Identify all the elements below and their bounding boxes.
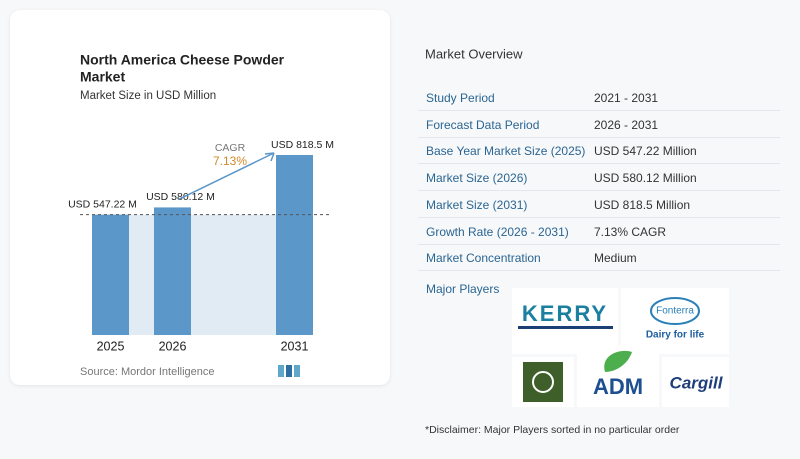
overview-value: USD 580.12 Million [594, 171, 697, 186]
overview-value: 7.13% CAGR [594, 224, 667, 239]
source: Source: Mordor Intelligence [80, 366, 215, 378]
player-logo: Cargill [670, 373, 724, 392]
player-logo: Dairy for life [646, 330, 705, 341]
overview-row: Study Period 2021 - 2031 [418, 84, 780, 111]
overview-value: 2026 - 2031 [594, 117, 659, 132]
overview-row: Market Size (2031) USD 818.5 Million [418, 191, 780, 218]
cagr-arrow [178, 152, 275, 201]
overview-title: Market Overview [425, 46, 523, 61]
overview-value: USD 547.22 Million [594, 144, 697, 159]
chart-title-2: Market [80, 69, 125, 85]
chart-subtitle: Market Size in USD Million [80, 90, 216, 102]
logo-underline [518, 326, 613, 329]
overview-row: Market Concentration Medium [418, 244, 780, 272]
overview-row: Base Year Market Size (2025) USD 547.22 M… [418, 137, 780, 165]
overview-label: Forecast Data Period [426, 117, 540, 132]
overview-label: Base Year Market Size (2025) [426, 144, 586, 159]
overview-label: Market Size (2031) [426, 197, 528, 212]
x-tick-label: 2031 [281, 339, 309, 353]
logo-shape [523, 362, 563, 402]
player-logo: ADM [593, 374, 643, 399]
disclaimer: *Disclaimer: Major Players sorted in no … [425, 424, 680, 436]
source-logo [278, 365, 300, 377]
bar [92, 214, 129, 335]
bar [154, 207, 191, 335]
value-label: USD 580.12 M [146, 191, 215, 203]
value-label: USD 547.22 M [68, 198, 137, 210]
chart-title-1: North America Cheese Powder [80, 52, 285, 68]
overview-label: Study Period [426, 91, 495, 105]
bar [276, 155, 313, 335]
overview-value: 2021 - 2031 [594, 91, 659, 105]
logo-shape [650, 297, 700, 325]
overview-value: Medium [594, 251, 637, 266]
logo-box [662, 357, 729, 407]
value-label: USD 818.5 M [271, 139, 334, 151]
shaded-region [129, 214, 276, 335]
overview-row: Growth Rate (2026 - 2031) 7.13% CAGR [418, 218, 780, 245]
cagr-label: CAGR [215, 142, 246, 154]
overview-row: Market Size (2026) USD 580.12 Million [418, 164, 780, 192]
player-logo: Fonterra [656, 306, 694, 317]
logo-box [512, 288, 618, 354]
overview-value: USD 818.5 Million [594, 197, 691, 212]
x-tick-label: 2025 [97, 339, 125, 353]
logo-shape [532, 371, 554, 393]
overview-row: Forecast Data Period 2026 - 2031 [418, 111, 780, 138]
overview-label: Market Concentration [426, 251, 541, 266]
x-tick-label: 2026 [159, 339, 187, 353]
cagr-value: 7.13% [213, 154, 247, 168]
logo-shape [604, 350, 632, 372]
overview-label: Growth Rate (2026 - 2031) [426, 224, 569, 239]
players-label: Major Players [426, 282, 499, 296]
cagr-arrowhead [264, 152, 275, 162]
overview-label: Market Size (2026) [426, 171, 528, 186]
player-logo: KERRY [522, 301, 608, 326]
